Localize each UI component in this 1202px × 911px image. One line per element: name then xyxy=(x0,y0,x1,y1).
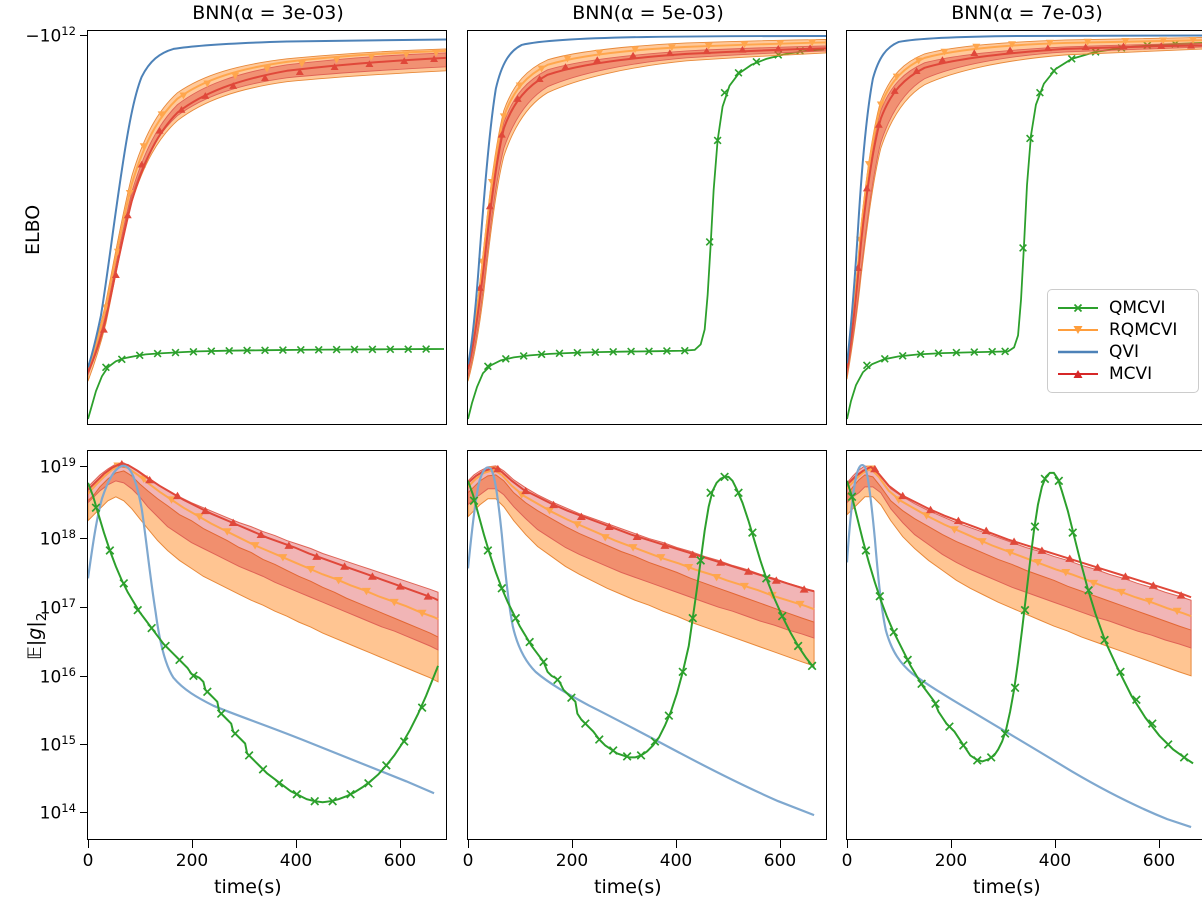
bottom-ytick-mark-17 xyxy=(80,607,87,609)
xtick-label-c3-400: 400 xyxy=(1038,851,1072,871)
panel-title-col2: BNN(α = 5e-03) xyxy=(572,2,724,24)
panel-grad-alpha-5e-03 xyxy=(467,450,827,840)
xtick-label-c1-600: 600 xyxy=(383,851,417,871)
top-row-ytick-mark xyxy=(80,35,87,37)
xtick-label-c1-200: 200 xyxy=(175,851,209,871)
legend: QMCVI RQMCVI QVI MCVI xyxy=(1047,289,1199,393)
bottom-ytick-18: 1018 xyxy=(39,527,76,550)
panel-elbo-alpha-5e-03 xyxy=(467,30,827,425)
top-row-y-axis-label: ELBO xyxy=(22,204,44,255)
panel-grad-alpha-7e-03 xyxy=(846,450,1202,840)
bottom-ytick-mark-14 xyxy=(80,812,87,814)
legend-item-mcvi[interactable]: MCVI xyxy=(1056,363,1189,385)
xtick-label-c3-0: 0 xyxy=(841,851,853,871)
bottom-ytick-mark-15 xyxy=(80,744,87,746)
bottom-ytick-mark-18 xyxy=(80,538,87,540)
legend-label-rqmcvi: RQMCVI xyxy=(1109,320,1178,340)
legend-label-qvi: QVI xyxy=(1109,342,1140,362)
legend-item-rqmcvi[interactable]: RQMCVI xyxy=(1056,319,1189,341)
mcvi-line-swatch-icon xyxy=(1056,364,1100,384)
panel-grad-alpha-3e-03 xyxy=(87,450,447,840)
bottom-ytick-19: 1019 xyxy=(39,455,76,478)
xtick-mark-c2-200 xyxy=(572,840,574,848)
xtick-label-c3-200: 200 xyxy=(934,851,968,871)
legend-item-qvi[interactable]: QVI xyxy=(1056,341,1189,363)
bottom-ytick-16: 1016 xyxy=(39,665,76,688)
xtick-mark-c3-400 xyxy=(1055,840,1057,848)
top-row-ytick-label: −1012 xyxy=(25,24,76,47)
xtick-mark-c1-400 xyxy=(296,840,298,848)
legend-label-qmcvi: QMCVI xyxy=(1109,298,1166,318)
xtick-label-c2-600: 600 xyxy=(763,851,797,871)
bottom-ytick-mark-19 xyxy=(80,466,87,468)
xtick-mark-c2-0 xyxy=(468,840,470,848)
panel-elbo-alpha-3e-03 xyxy=(87,30,447,425)
xtick-mark-c2-400 xyxy=(676,840,678,848)
xtick-mark-c3-600 xyxy=(1159,840,1161,848)
panel-title-col3: BNN(α = 7e-03) xyxy=(951,2,1103,24)
xtick-mark-c1-0 xyxy=(88,840,90,848)
xtick-mark-c2-600 xyxy=(780,840,782,848)
xtick-label-c2-200: 200 xyxy=(555,851,589,871)
x-axis-label-c3: time(s) xyxy=(973,876,1041,898)
legend-label-mcvi: MCVI xyxy=(1109,364,1153,384)
xtick-label-c2-400: 400 xyxy=(659,851,693,871)
panel-elbo-alpha-7e-03: QMCVI RQMCVI QVI MCVI xyxy=(846,30,1202,425)
xtick-label-c2-0: 0 xyxy=(462,851,474,871)
qmcvi-line-swatch-icon xyxy=(1056,298,1100,318)
rqmcvi-line-swatch-icon xyxy=(1056,320,1100,340)
xtick-label-c1-0: 0 xyxy=(82,851,94,871)
xtick-mark-c1-600 xyxy=(400,840,402,848)
xtick-mark-c1-200 xyxy=(192,840,194,848)
xtick-mark-c3-0 xyxy=(847,840,849,848)
xtick-mark-c3-200 xyxy=(951,840,953,848)
bottom-ytick-14: 1014 xyxy=(39,801,76,824)
panel-title-col1: BNN(α = 3e-03) xyxy=(192,2,344,24)
legend-item-qmcvi[interactable]: QMCVI xyxy=(1056,297,1189,319)
x-axis-label-c2: time(s) xyxy=(594,876,662,898)
x-axis-label-c1: time(s) xyxy=(214,876,282,898)
bottom-row-y-axis-label: 𝔼|g|2 xyxy=(24,612,50,660)
bottom-ytick-15: 1015 xyxy=(39,733,76,756)
xtick-label-c1-400: 400 xyxy=(279,851,313,871)
bottom-ytick-mark-16 xyxy=(80,676,87,678)
xtick-label-c3-600: 600 xyxy=(1142,851,1176,871)
qvi-line-swatch-icon xyxy=(1056,342,1100,362)
bottom-ytick-17: 1017 xyxy=(39,596,76,619)
